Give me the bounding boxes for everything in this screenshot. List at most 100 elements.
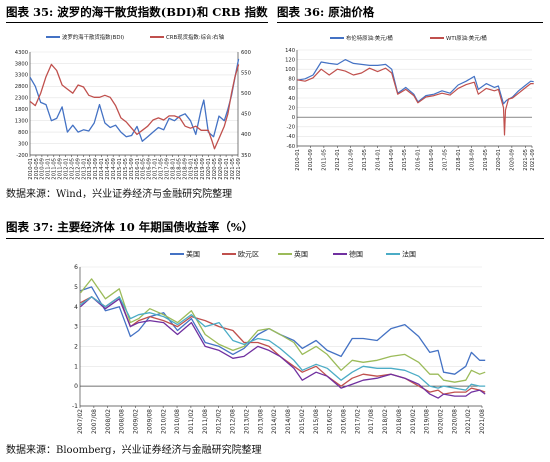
y-tick-label: 4 (74, 304, 78, 311)
x-tick-label: 2021-01 (224, 158, 230, 180)
x-tick-label: 2019/02 (410, 409, 417, 434)
x-tick-label: 2016-01 (135, 158, 141, 180)
x-tick-label: 2015-05 (123, 158, 129, 180)
series-line-3 (79, 278, 486, 383)
y-tick-label: 5 (74, 284, 78, 291)
x-tick-label: 2010/08 (174, 409, 181, 434)
y-tick-label: 60 (288, 86, 295, 92)
series-line-5 (80, 296, 486, 391)
series-line-1 (80, 286, 486, 375)
x-tick-label: 2014-01 (375, 149, 381, 171)
x-tick-label: 2010-09 (308, 149, 314, 171)
x-tick-label: 2014-09 (389, 149, 395, 171)
x-tick-label: 2013/02 (243, 409, 250, 434)
y-tick-label: 80 (288, 77, 295, 83)
y-right-tick-label: 500 (241, 91, 251, 97)
x-tick-label: 2011-05 (52, 158, 58, 180)
x-tick-label: 2012/02 (216, 409, 223, 434)
x-tick-label: 2021-09 (530, 149, 536, 171)
x-tick-label: 2020-09 (218, 158, 224, 180)
x-tick-label: 2010-09 (40, 158, 46, 180)
x-tick-label: 2021-05 (523, 149, 529, 171)
x-tick-label: 2015/02 (299, 409, 306, 434)
x-tick-label: 2013-01 (81, 158, 87, 180)
x-tick-label: 2009/08 (146, 409, 153, 434)
x-tick-label: 2018-09 (469, 149, 475, 171)
y-tick-label: 3 (74, 324, 78, 331)
x-tick-label: 2012/08 (230, 409, 237, 434)
y-tick-label: 3800 (15, 61, 28, 67)
x-tick-label: 2012-01 (335, 149, 341, 171)
x-tick-label: 2011-05 (322, 149, 328, 171)
x-tick-label: 2014-09 (111, 158, 117, 180)
figure-36-caption: 图表 36: 原油价格 (277, 5, 375, 19)
source-note-top: 数据来源：Wind，兴业证券经济与金融研究院整理 (6, 189, 233, 200)
y-tick-label: 1800 (15, 107, 28, 113)
x-tick-label: 2019-05 (483, 149, 489, 171)
x-tick-label: 2020-01 (496, 149, 502, 171)
x-tick-label: 2017-01 (153, 158, 159, 180)
y-right-tick-label: 450 (241, 112, 251, 118)
legend-label: WTI原油:美元/桶 (446, 34, 487, 42)
x-tick-label: 2021-09 (236, 158, 242, 180)
x-tick-label: 2016/02 (327, 409, 334, 434)
x-tick-label: 2017-09 (165, 158, 171, 180)
x-tick-label: 2019/08 (424, 409, 431, 434)
x-tick-label: 2014-01 (99, 158, 105, 180)
x-tick-label: 2018-01 (456, 149, 462, 171)
x-tick-label: 2011-01 (46, 158, 52, 180)
figure-35-caption: 图表 35: 波罗的海干散货指数(BDI)和 CRB 指数 (6, 5, 268, 19)
y-tick-label: 140 (285, 48, 295, 54)
y-tick-label: 4300 (15, 50, 28, 56)
x-tick-label: 2017-05 (443, 149, 449, 171)
x-tick-label: 2014/02 (271, 409, 278, 434)
legend-label: 欧元区 (238, 250, 259, 259)
x-tick-label: 2019-05 (194, 158, 200, 180)
x-tick-label: 2013-05 (362, 149, 368, 171)
x-tick-label: 2018/02 (382, 409, 389, 434)
x-tick-label: 2016-01 (416, 149, 422, 171)
x-tick-label: 2017-05 (159, 158, 165, 180)
x-tick-label: 2012-05 (69, 158, 75, 180)
series-line-4 (80, 296, 486, 399)
x-tick-label: 2013/08 (257, 409, 264, 434)
x-tick-label: 2015-01 (117, 158, 123, 180)
x-tick-label: 2010/02 (160, 409, 167, 434)
y-tick-label: -1 (72, 403, 78, 410)
x-tick-label: 2010-05 (34, 158, 40, 180)
x-tick-label: 2011/08 (202, 409, 209, 434)
x-tick-label: 2008/08 (119, 409, 126, 434)
x-tick-label: 2007/08 (91, 409, 98, 434)
x-tick-label: 2014/08 (285, 409, 292, 434)
x-tick-label: 2016-09 (147, 158, 153, 180)
legend-label: 波罗的海干散货指数(BDI) (62, 33, 124, 41)
x-tick-label: 2018-01 (170, 158, 176, 180)
x-tick-label: 2012-09 (75, 158, 81, 180)
y-tick-label: 120 (285, 57, 295, 63)
x-tick-label: 2015-09 (129, 158, 135, 180)
x-tick-label: 2018/08 (396, 409, 403, 434)
x-tick-label: 2019-01 (188, 158, 194, 180)
y-right-tick-label: 600 (241, 50, 251, 56)
x-tick-label: 2012-09 (349, 149, 355, 171)
y-tick-label: 3300 (15, 73, 28, 79)
series-line-2 (29, 63, 240, 150)
x-tick-label: 2011-09 (58, 158, 64, 180)
y-tick-label: -200 (16, 153, 28, 159)
source-note-bottom: 数据来源：Bloomberg，兴业证券经济与金融研究院整理 (6, 445, 262, 456)
y-tick-label: 6 (74, 264, 78, 271)
y-tick-label: 800 (18, 130, 28, 136)
series-line-1 (296, 59, 534, 105)
x-tick-label: 2020-01 (206, 158, 212, 180)
y-tick-label: 1 (74, 363, 78, 370)
y-tick-label: 2 (74, 344, 78, 351)
y-right-tick-label: 400 (241, 132, 251, 138)
y-right-tick-label: 350 (241, 153, 251, 159)
series-line-2 (80, 296, 486, 395)
series-line-2 (296, 67, 534, 136)
y-tick-label: 100 (285, 67, 295, 73)
x-tick-label: 2017/02 (354, 409, 361, 434)
y-tick-label: 0 (292, 115, 295, 121)
x-tick-label: 2020-05 (212, 158, 218, 180)
x-tick-label: 2019-09 (200, 158, 206, 180)
